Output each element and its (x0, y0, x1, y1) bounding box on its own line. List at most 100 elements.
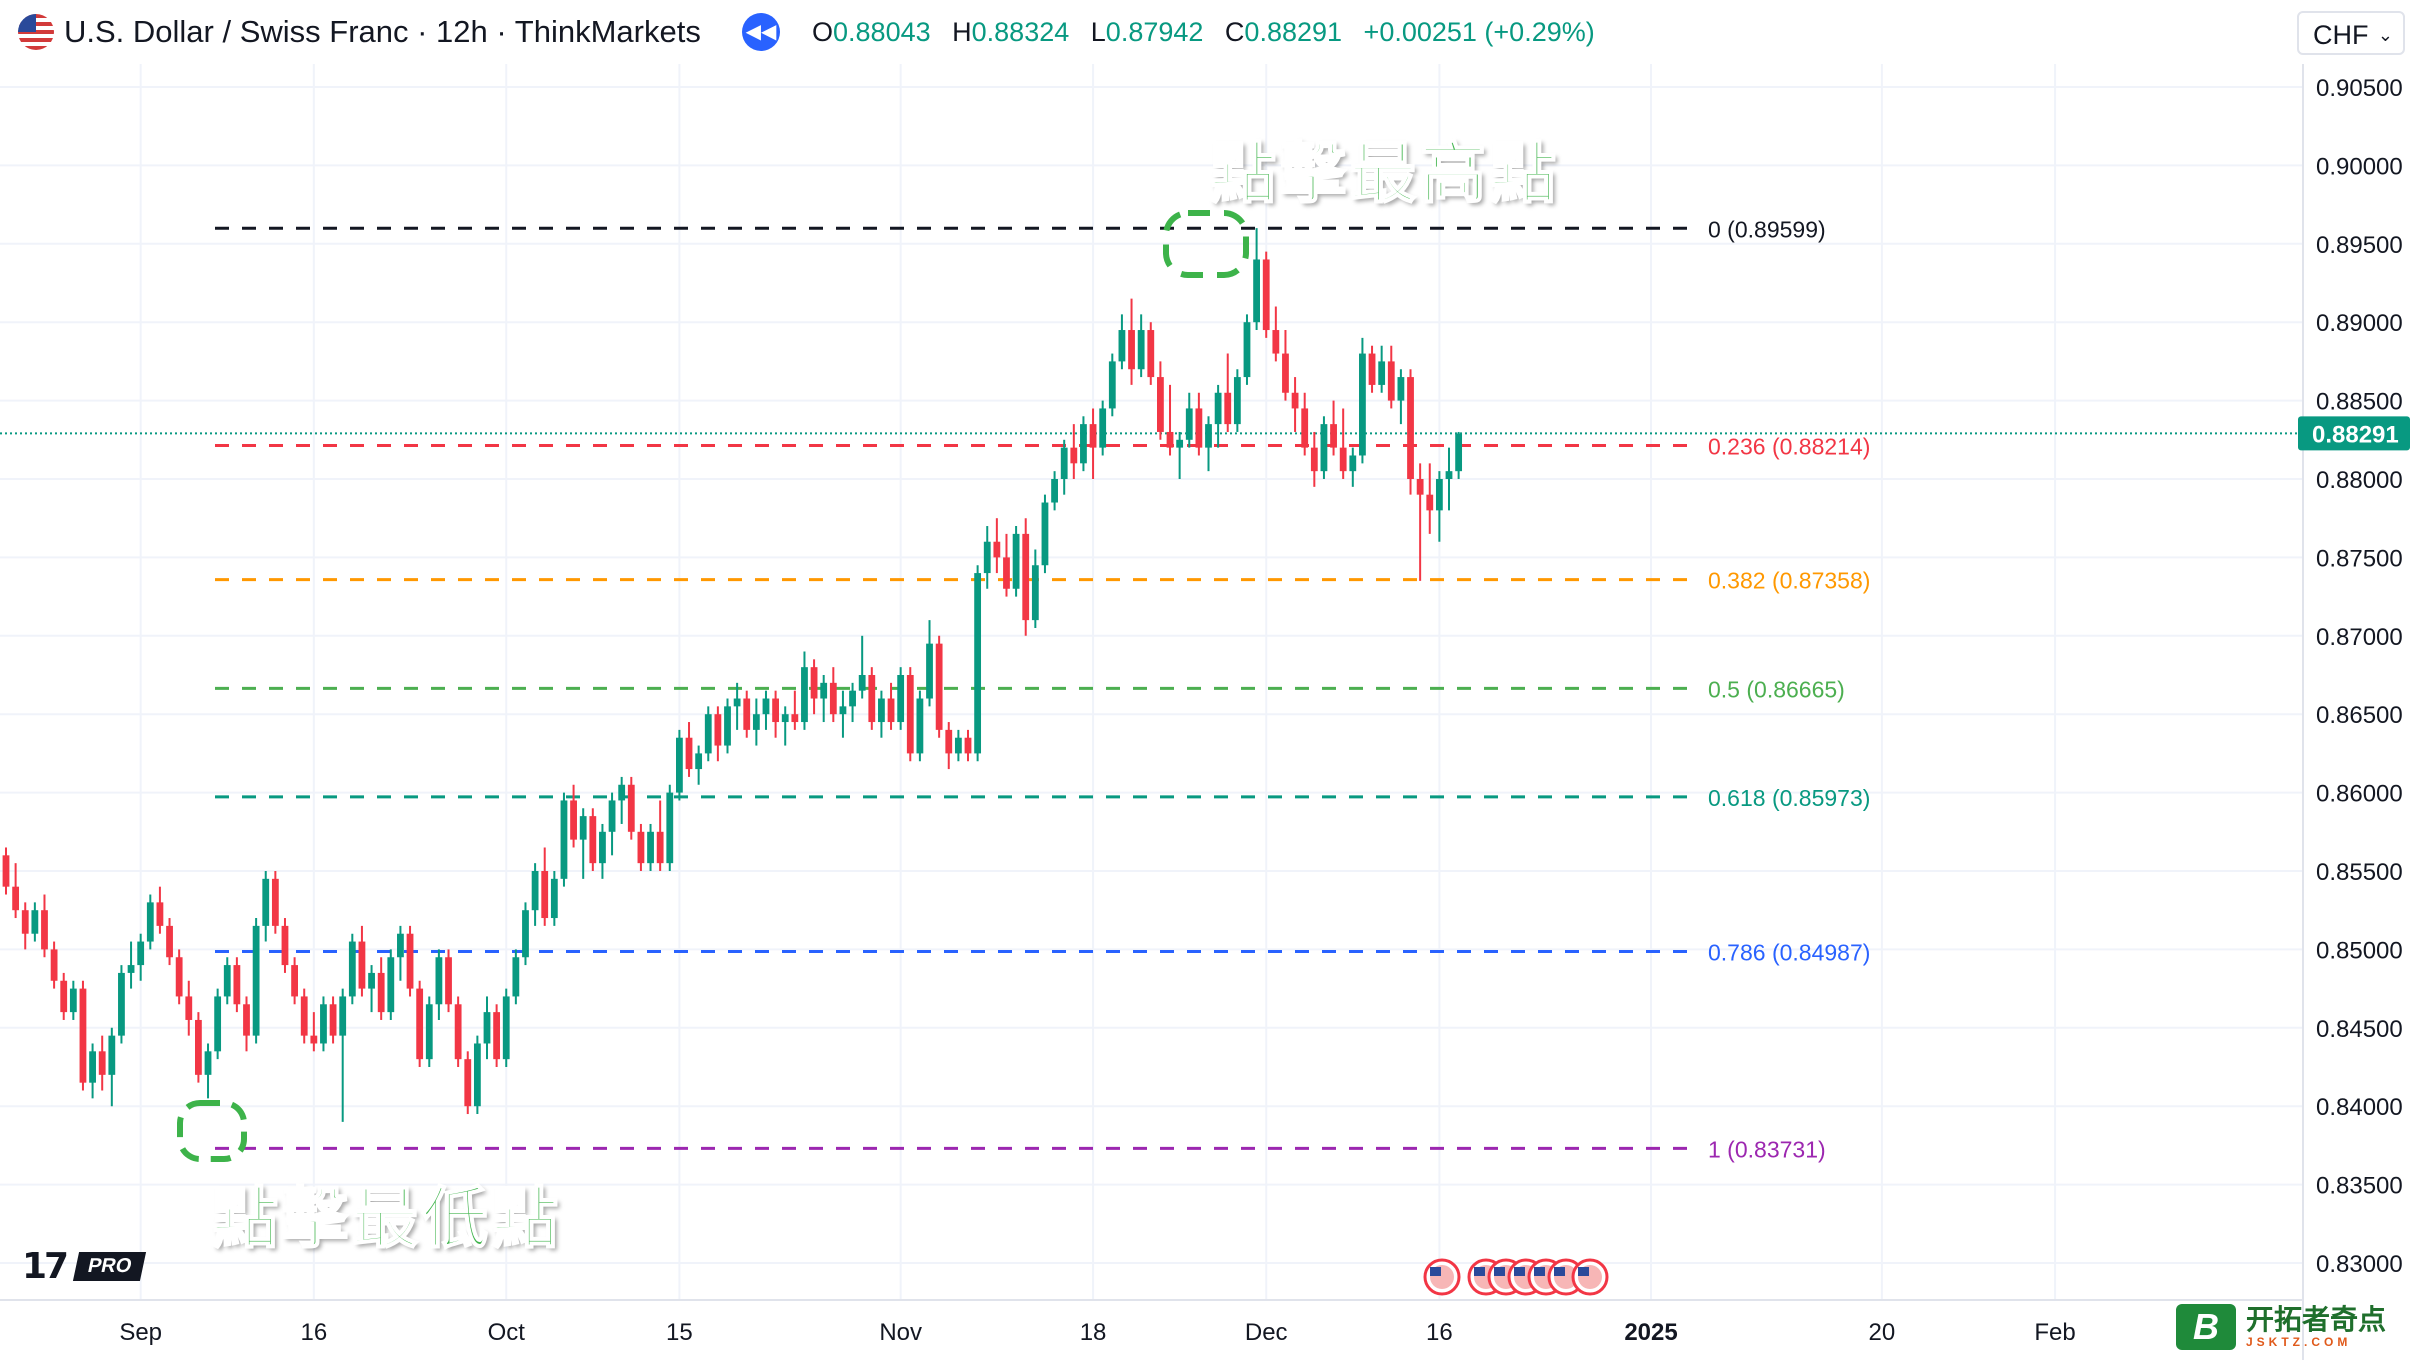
candle-body (291, 965, 298, 997)
candle-body (714, 714, 722, 746)
candle-body (127, 965, 135, 973)
candle-body (50, 949, 58, 981)
low-key: L (1090, 17, 1106, 47)
replay-icon[interactable]: ◀◀ (742, 13, 780, 51)
candle-body (1022, 533, 1030, 621)
candle-body (570, 800, 577, 840)
candle-body (1445, 471, 1453, 479)
low-annotation: 點擊最低點 (211, 1179, 562, 1258)
high-value: 0.88324 (971, 17, 1070, 47)
us-flag-icon (18, 14, 54, 50)
watermark-logo-icon: B (2176, 1304, 2236, 1350)
time-tick-label: Dec (1245, 1319, 1288, 1346)
open-value: 0.88043 (833, 17, 931, 47)
candle-body (1330, 424, 1337, 448)
candle-body (454, 1004, 462, 1060)
price-tick-label: 0.88000 (2316, 467, 2403, 494)
candle-body (416, 988, 424, 1060)
candle-body (1051, 479, 1058, 503)
candle-body (243, 1004, 250, 1036)
candle-body (185, 996, 193, 1020)
high-annotation: 點擊最高點 (1209, 134, 1560, 213)
time-tick-label: Feb (2034, 1319, 2075, 1346)
candle-body (1214, 392, 1222, 425)
candle-body (531, 871, 539, 911)
fib-level-label: 0.382 (0.87358) (1708, 568, 1870, 594)
candle-body (685, 737, 693, 770)
candle-body (993, 541, 1001, 558)
candle-body (1157, 377, 1164, 432)
candle-body (262, 878, 270, 926)
candle-body (983, 541, 991, 574)
candle-body (878, 698, 885, 723)
price-tick-label: 0.87000 (2316, 624, 2403, 651)
candle-body (801, 667, 808, 723)
candle-body (647, 831, 654, 864)
candle-body (1070, 447, 1078, 464)
candle-body (156, 902, 164, 926)
chart-header: U.S. Dollar / Swiss Franc · 12h · ThinkM… (0, 0, 2300, 64)
low-marker (177, 1100, 247, 1162)
candle-body (108, 1035, 116, 1075)
site-watermark: B 开拓者奇点 JSKTZ.COM (2176, 1304, 2386, 1350)
candle-body (1455, 433, 1463, 472)
candle-body (781, 714, 789, 723)
candle-body (1253, 259, 1260, 323)
time-tick-label: Sep (119, 1319, 162, 1346)
candle-body (849, 690, 856, 707)
candle-body (724, 706, 731, 746)
candle-body (1282, 353, 1289, 393)
candle-body (1416, 479, 1424, 495)
price-tick-label: 0.84000 (2316, 1094, 2403, 1121)
fib-level-label: 0 (0.89599) (1708, 216, 1826, 242)
us-event-icon (1571, 1258, 1609, 1296)
pro-badge: PRO (73, 1252, 147, 1281)
price-tick-label: 0.86500 (2316, 702, 2403, 729)
candle-body (1195, 408, 1203, 448)
candle-body (1224, 392, 1232, 425)
candle-body (89, 1051, 96, 1083)
candle-body (175, 957, 183, 997)
symbol-title[interactable]: U.S. Dollar / Swiss Franc · 12h · ThinkM… (64, 14, 701, 49)
last-price-label: 0.88291 (2312, 421, 2399, 448)
us-event-icon (1423, 1258, 1461, 1296)
candle-body (1233, 377, 1241, 425)
candle-body (935, 643, 943, 730)
candle-body (858, 675, 866, 691)
time-tick-label: 16 (1426, 1319, 1453, 1346)
candle-body (752, 714, 760, 730)
candle-body (1080, 424, 1087, 464)
candle-body (329, 1004, 337, 1036)
candle-body (1003, 557, 1010, 589)
candle-body (1262, 259, 1270, 331)
candle-body (435, 957, 443, 1005)
candle-body (704, 714, 712, 754)
candle-body (618, 784, 626, 801)
time-tick-label: Nov (879, 1319, 922, 1346)
candle-body (214, 996, 222, 1052)
candle-body (339, 996, 347, 1036)
time-tick-label: 15 (666, 1319, 693, 1346)
candle-body (656, 831, 664, 864)
price-tick-label: 0.85000 (2316, 937, 2403, 964)
candle-body (906, 675, 914, 754)
currency-selector[interactable]: CHF ⌄ (2297, 11, 2405, 55)
candle-body (1108, 361, 1116, 409)
tradingview-logo[interactable]: 17 PRO (22, 1246, 147, 1287)
price-tick-label: 0.89500 (2316, 232, 2403, 259)
fib-level-label: 1 (0.83731) (1708, 1136, 1826, 1162)
candle-body (695, 753, 703, 770)
fib-level-label: 0.236 (0.88214) (1708, 433, 1870, 459)
price-tick-label: 0.85500 (2316, 859, 2403, 886)
candle-body (608, 800, 616, 832)
candle-body (348, 941, 356, 997)
price-tick-label: 0.83500 (2316, 1173, 2403, 1200)
candle-body (445, 957, 452, 1005)
candle-body (627, 784, 635, 832)
price-axis: 0.90500 0.90000 0.89500 0.89000 0.88500 0.880… (2316, 75, 2403, 1278)
price-tick-label: 0.90000 (2316, 153, 2403, 180)
candle-body (579, 816, 587, 840)
candle-body (1089, 424, 1097, 448)
candle-body (839, 706, 847, 715)
